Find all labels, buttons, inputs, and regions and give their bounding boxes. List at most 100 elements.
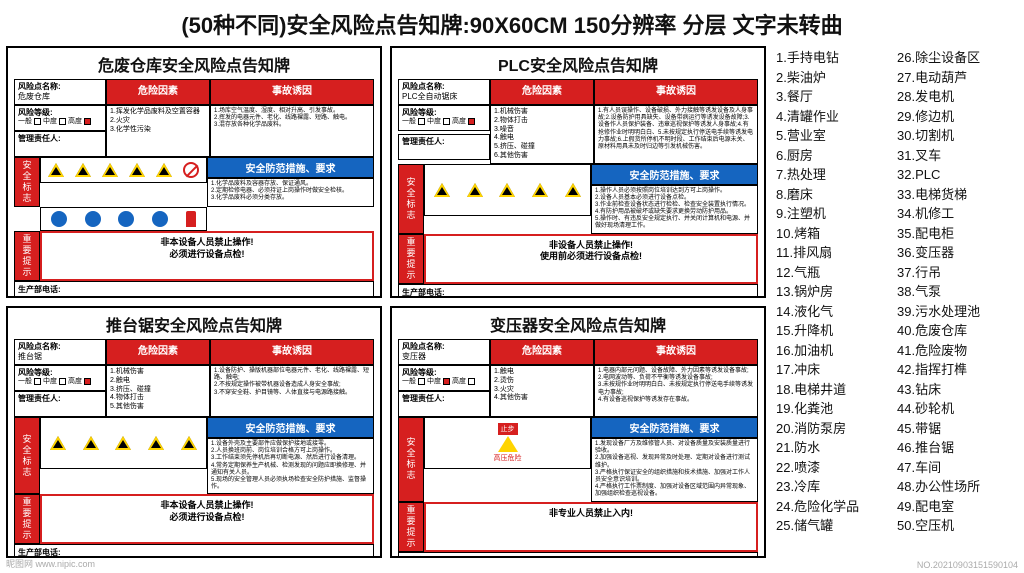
index-item: 14.液化气: [776, 302, 897, 322]
index-item: 20.消防泵房: [776, 419, 897, 439]
index-list: 1.手持电钻2.柴油炉3.餐厅4.清罐作业5.营业室6.厨房7.热处理8.磨床9…: [772, 46, 1018, 558]
index-item: 49.配电室: [897, 497, 1018, 517]
index-item: 28.发电机: [897, 87, 1018, 107]
index-item: 23.冷库: [776, 477, 897, 497]
index-item: 34.机修工: [897, 204, 1018, 224]
index-item: 40.危废仓库: [897, 321, 1018, 341]
sign-footer: 生产部电话: 火警电话: 119 急救电话: 120: [398, 552, 758, 559]
warning-icon: [148, 436, 164, 450]
sign-title: 危废仓库安全风险点告知牌: [14, 52, 374, 76]
notice-label: 重要提示: [14, 231, 40, 281]
warning-icon: [50, 436, 66, 450]
mandatory-icon: [85, 211, 101, 227]
safety-sign: 变压器安全风险点告知牌 风险点名称:变压器 危险因素 事故诱因 风险等级: 一般…: [390, 306, 766, 558]
sign-title: PLC安全风险点告知牌: [398, 52, 758, 76]
index-item: 26.除尘设备区: [897, 48, 1018, 68]
index-item: 39.污水处理池: [897, 302, 1018, 322]
index-item: 18.电梯井道: [776, 380, 897, 400]
index-item: 30.切割机: [897, 126, 1018, 146]
warning-icon: [156, 163, 172, 177]
sign-footer: 生产部电话: 火警电话: 119 急救电话: 120: [398, 284, 758, 298]
safety-sign: 危废仓库安全风险点告知牌 风险点名称:危废仓库 危险因素 事故诱因 风险等级: …: [6, 46, 382, 298]
measures-list: 1.操作人员必须按照岗位培训达到方可上岗操作。2.设备人员基本必须进行设备点检。…: [591, 185, 758, 234]
notice-text: 非本设备人员禁止操作!必须进行设备点检!: [40, 494, 374, 544]
main-layout: 危废仓库安全风险点告知牌 风险点名称:危废仓库 危险因素 事故诱因 风险等级: …: [0, 46, 1024, 558]
page-title: (50种不同)安全风险点告知牌:90X60CM 150分辨率 分层 文字未转曲: [0, 0, 1024, 46]
level-cell: 风险等级: 一般中度高度: [398, 105, 490, 131]
measures-header: 安全防范措施、要求: [591, 417, 758, 438]
safety-label: 安全标志: [398, 164, 424, 234]
index-item: 5.营业室: [776, 126, 897, 146]
index-item: 38.气泵: [897, 282, 1018, 302]
notice-text: 非本设备人员禁止操作!必须进行设备点检!: [40, 231, 374, 281]
fire-extinguisher-icon: [186, 211, 196, 227]
index-item: 35.配电柜: [897, 224, 1018, 244]
index-item: 29.修边机: [897, 107, 1018, 127]
point-name-cell: 风险点名称:危废仓库: [14, 79, 106, 105]
risk-header: 危险因素: [106, 339, 210, 365]
index-item: 47.车间: [897, 458, 1018, 478]
notice-label: 重要提示: [398, 234, 424, 284]
notice-text: 非设备人员禁止操作!使用前必须进行设备点检!: [424, 234, 758, 284]
manager-cell: 管理责任人:: [398, 134, 490, 160]
risk-list: 1.机械伤害2.物体打击3.噪音4.触电5.挤压、碰撞6.其他伤害: [490, 105, 594, 164]
mandatory-icon: [152, 211, 168, 227]
mandatory-icon: [51, 211, 67, 227]
risk-list: 1.挥发化学品废料及空置容器2.火灾3.化学性污染: [106, 105, 210, 157]
cause-header: 事故诱因: [210, 79, 374, 105]
index-item: 50.空压机: [897, 516, 1018, 536]
sign-footer: 生产部电话: 火警电话: 119 急救电话: 120: [14, 544, 374, 558]
warning-icon: [499, 183, 515, 197]
point-name-cell: 风险点名称:推台锯: [14, 339, 106, 365]
measures-header: 安全防范措施、要求: [207, 417, 374, 438]
index-item: 21.防水: [776, 438, 897, 458]
stop-high-voltage-icon: 止步高压危险: [494, 423, 522, 463]
point-name-cell: 风险点名称:变压器: [398, 339, 490, 365]
index-item: 45.带锯: [897, 419, 1018, 439]
level-cell: 风险等级: 一般中度高度: [398, 365, 490, 391]
notice-label: 重要提示: [14, 494, 40, 544]
index-item: 2.柴油炉: [776, 68, 897, 88]
notice-label: 重要提示: [398, 502, 424, 552]
safety-sign: PLC安全风险点告知牌 风险点名称:PLC全自动锯床 危险因素 事故诱因 风险等…: [390, 46, 766, 298]
sign-footer: 生产部电话: 火警电话: 119 急救电话: 120: [14, 281, 374, 298]
sign-title: 推台锯安全风险点告知牌: [14, 312, 374, 336]
index-item: 4.清罐作业: [776, 107, 897, 127]
index-item: 7.热处理: [776, 165, 897, 185]
manager-cell: 管理责任人:: [398, 391, 490, 417]
warning-icon: [75, 163, 91, 177]
index-item: 36.变压器: [897, 243, 1018, 263]
index-item: 32.PLC: [897, 165, 1018, 185]
index-item: 44.砂轮机: [897, 399, 1018, 419]
index-item: 42.指挥打榫: [897, 360, 1018, 380]
safety-label: 安全标志: [14, 417, 40, 494]
warning-icon: [434, 183, 450, 197]
index-item: 46.推台锯: [897, 438, 1018, 458]
prohibit-icon: [183, 162, 199, 178]
risk-header: 危险因素: [490, 79, 594, 105]
index-item: 12.气瓶: [776, 263, 897, 283]
measures-list: 1.设备外壳及主要部件应做保护接地或接零。2.人员换班岗前、岗位培训合格方可上岗…: [207, 438, 374, 494]
risk-list: 1.触电2.烫伤3.火灾4.其他伤害: [490, 365, 594, 417]
index-item: 41.危险废物: [897, 341, 1018, 361]
index-item: 11.排风扇: [776, 243, 897, 263]
cause-header: 事故诱因: [594, 339, 758, 365]
notice-text: 非专业人员禁止入内!: [424, 502, 758, 552]
cause-header: 事故诱因: [594, 79, 758, 105]
index-item: 9.注塑机: [776, 204, 897, 224]
risk-header: 危险因素: [490, 339, 594, 365]
manager-cell: 管理责任人:: [14, 391, 106, 417]
cause-list: 1.场库空气温度、湿度、相对升高、引发事故。2.挥发的电器元件、老化、线路裸露、…: [210, 105, 374, 157]
warning-icon: [565, 183, 581, 197]
sign-title: 变压器安全风险点告知牌: [398, 312, 758, 336]
risk-list: 1.机械伤害2.触电3.挤压、碰撞4.物体打击5.其他伤害: [106, 365, 210, 417]
index-item: 24.危险化学品: [776, 497, 897, 517]
measures-header: 安全防范措施、要求: [207, 157, 374, 178]
index-item: 22.喷漆: [776, 458, 897, 478]
index-item: 3.餐厅: [776, 87, 897, 107]
level-cell: 风险等级: 一般中度高度: [14, 365, 106, 391]
warning-icon: [181, 436, 197, 450]
cause-list: 1.有人员误操作、设备破损、外力接触等诱发设备及人身事故;2.设备防护用具缺失、…: [594, 105, 758, 164]
warning-icon: [48, 163, 64, 177]
index-item: 17.冲床: [776, 360, 897, 380]
